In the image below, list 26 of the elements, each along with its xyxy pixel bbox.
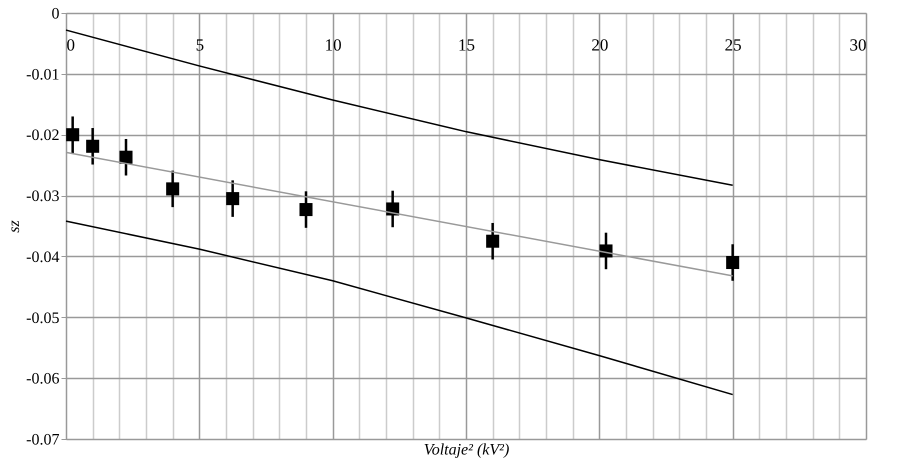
y-tick-label: -0.04 [26,248,60,266]
y-tick-label: 0 [52,6,60,22]
x-tick-label: 25 [724,36,742,54]
x-tick-label: 30 [850,36,866,54]
point [66,128,80,142]
y-tick-label: -0.07 [26,432,60,448]
x-tick-label: 10 [324,36,342,54]
point [486,234,500,248]
line-series [65,220,734,396]
x-tick-label: 0 [66,36,75,54]
x-axis-title: Voltaje² (kV²) [424,442,510,458]
point [86,140,100,153]
y-tick-label: -0.01 [26,66,60,84]
y-tick-label: -0.02 [26,127,60,144]
y-axis-title: sz [6,220,24,233]
y-tick-label: -0.03 [26,188,60,206]
y-tick-label: -0.06 [26,370,60,388]
point [166,182,180,196]
y-tick-label: -0.05 [26,310,60,327]
point [299,203,313,216]
point [119,150,133,164]
point [226,192,240,206]
x-tick-label: 15 [458,36,475,54]
point [726,256,740,270]
x-tick-label: 20 [591,36,608,54]
x-tick-label: 5 [196,36,204,54]
